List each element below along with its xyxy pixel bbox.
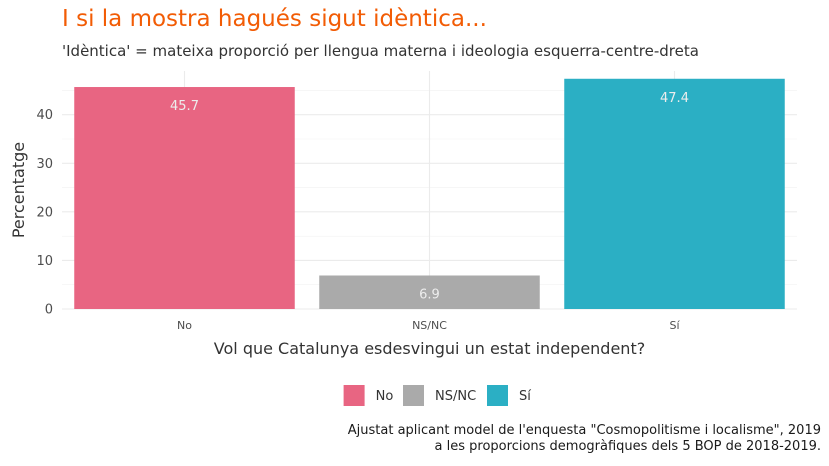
y-tick-label: 20 xyxy=(36,205,53,220)
caption-line-1: Ajustat aplicant model de l'enquesta "Co… xyxy=(347,423,821,438)
caption-line-2: a les proporcions demogràfiques dels 5 B… xyxy=(434,439,821,454)
bar-s- xyxy=(564,78,785,310)
legend-swatch xyxy=(343,385,365,406)
legend-swatch xyxy=(403,385,424,406)
chart-caption: Ajustat aplicant model de l'enquesta "Co… xyxy=(348,423,821,455)
y-tick-label: 40 xyxy=(36,108,53,123)
legend-swatch xyxy=(487,385,508,406)
bar-no xyxy=(74,87,295,310)
y-tick-label: 30 xyxy=(36,157,53,172)
legend-label: NS/NC xyxy=(435,389,476,404)
legend-label: No xyxy=(376,389,394,404)
chart-title: I si la mostra hagués sigut idèntica... xyxy=(62,6,487,32)
x-tick-label: Sí xyxy=(669,319,680,332)
bar-value-label: 47.4 xyxy=(660,91,689,106)
y-axis-title: Percentatge xyxy=(9,142,28,238)
legend-label: Sí xyxy=(519,389,531,404)
bar-value-label: 6.9 xyxy=(419,287,440,302)
x-axis-title: Vol que Catalunya esdesvingui un estat i… xyxy=(214,339,645,358)
bar-ns-nc xyxy=(319,275,540,309)
y-tick-label: 10 xyxy=(36,254,53,269)
x-tick-label: No xyxy=(177,319,192,332)
chart-subtitle: 'Idèntica' = mateixa proporció per lleng… xyxy=(62,42,699,60)
y-tick-label: 0 xyxy=(45,303,53,318)
x-tick-label: NS/NC xyxy=(412,319,447,332)
bar-value-label: 45.7 xyxy=(170,99,199,114)
